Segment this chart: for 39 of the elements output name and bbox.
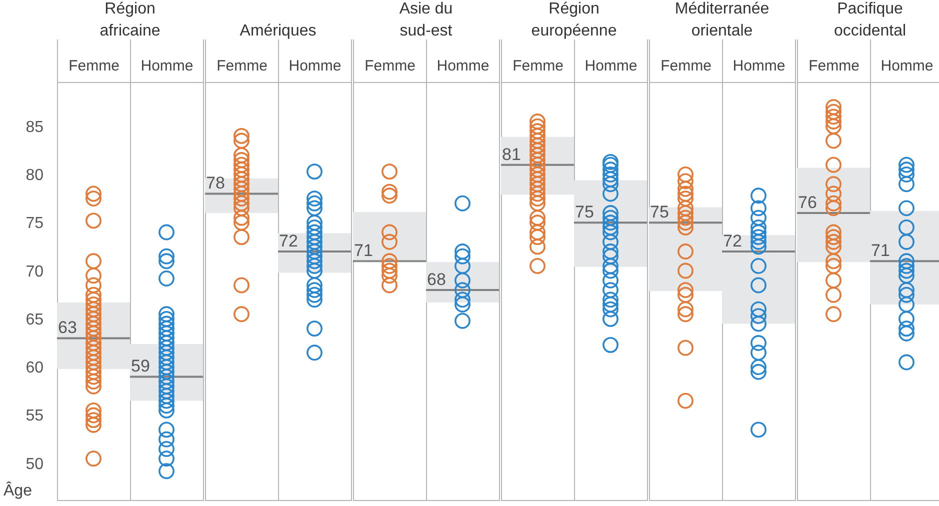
annotation: 68 [427,270,446,290]
annotation: 76 [798,192,817,212]
annotation: 72 [723,232,742,251]
chart-title: Région africaine [100,0,160,40]
x-tick-label: Femme [808,58,860,74]
x-tick-label: Homme [140,58,194,74]
y-tick-label: 85 [26,118,44,136]
x-tick-label: Homme [880,58,934,74]
x-tick-label: Femme [512,58,564,74]
annotation: 71 [354,241,373,260]
y-tick-label: 55 [26,408,44,425]
annotation: 71 [871,241,890,260]
chart-title: Amériques [240,22,316,40]
x-tick-label: Homme [584,58,638,74]
y-tick-label: 50 [26,456,44,473]
x-tick-label: Femme [660,58,712,74]
chart-title: Pacifique occidental [834,0,906,40]
annotation: 72 [279,232,298,251]
x-tick-label: Homme [732,58,786,74]
x-tick-label: Femme [364,58,416,74]
chart-title: Méditerranée orientale [674,0,770,40]
annotation: 63 [58,318,77,338]
x-tick-label: Femme [68,58,120,74]
y-tick-label: 60 [26,360,44,377]
annotation: 75 [575,202,594,222]
annotation: 59 [131,356,150,376]
annotation: 81 [502,144,521,164]
annotation: 75 [650,202,669,222]
y-tick-label: 75 [26,215,44,232]
y-axis-title: Âge [4,482,32,500]
y-tick-label: 65 [26,311,44,328]
y-tick-label: 70 [26,263,44,280]
annotation: 78 [206,174,225,193]
x-tick-label: Femme [216,58,268,74]
y-tick-label: 80 [26,166,44,184]
chart-title: Région européenne [531,0,617,40]
chart-title: Asie du sud-est [399,0,453,40]
x-tick-label: Homme [288,58,342,74]
x-tick-label: Homme [436,58,490,74]
